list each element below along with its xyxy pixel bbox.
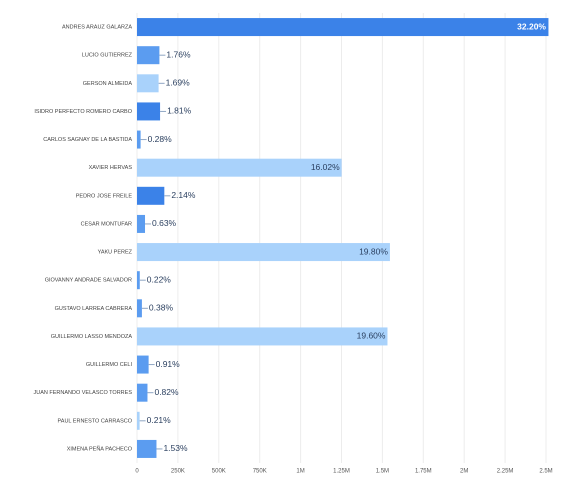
value-label: 0.22% [147, 274, 172, 284]
bar [137, 186, 165, 205]
category-label: XIMENA PEÑA PACHECO [67, 445, 133, 452]
value-label: 0.28% [148, 134, 173, 144]
bar [137, 74, 159, 93]
value-label: 1.76% [166, 49, 191, 59]
category-label: GUILLERMO LASSO MENDOZA [51, 334, 133, 340]
bar [137, 439, 157, 458]
x-tick-label: 1.5M [376, 469, 389, 475]
value-label: 2.14% [171, 190, 196, 200]
value-label: 19.80% [359, 246, 388, 256]
x-tick-label: 0 [135, 469, 139, 475]
value-label: 32.20% [517, 21, 546, 31]
x-tick-label: 2M [460, 469, 468, 475]
value-label: 1.69% [166, 78, 191, 88]
value-label: 0.82% [154, 387, 179, 397]
bar [137, 355, 149, 374]
value-label: 0.38% [149, 303, 174, 313]
x-tick-label: 2.25M [497, 469, 514, 475]
category-label: XAVIER HERVAS [89, 165, 133, 171]
bar [137, 102, 161, 121]
category-label: GIOVANNY ANDRADE SALVADOR [45, 278, 132, 284]
bar [137, 214, 146, 233]
value-label: 19.60% [357, 331, 386, 341]
value-label: 1.81% [167, 106, 192, 116]
value-label: 0.63% [152, 218, 177, 228]
x-tick-label: 500K [212, 469, 226, 475]
category-label: LUCIO GUTIERREZ [82, 53, 133, 59]
category-label: ISIDRO PERFECTO ROMERO CARBO [34, 109, 132, 115]
bar [137, 383, 148, 402]
bar [137, 130, 141, 149]
category-label: GUILLERMO CELI [86, 362, 133, 368]
category-label: ANDRES ARAUZ GALARZA [62, 25, 132, 31]
value-label: 0.91% [156, 359, 181, 369]
bar [137, 411, 140, 430]
x-tick-label: 1M [296, 469, 304, 475]
category-label: GERSON ALMEIDA [83, 81, 133, 87]
category-label: PAUL ERNESTO CARRASCO [58, 418, 133, 424]
bar [137, 271, 140, 290]
x-tick-label: 1.25M [333, 469, 350, 475]
bar [137, 243, 390, 262]
category-label: CESAR MONTUFAR [81, 221, 132, 227]
x-tick-label: 250K [171, 469, 185, 475]
category-label: JUAN FERNANDO VELASCO TORRES [33, 390, 132, 396]
category-label: PEDRO JOSE FREILE [76, 193, 133, 199]
x-tick-label: 750K [253, 469, 267, 475]
category-label: GUSTAVO LARREA CABRERA [55, 306, 133, 312]
x-tick-label: 1.75M [415, 469, 432, 475]
bar [137, 46, 160, 65]
bar [137, 299, 142, 318]
x-tick-label: 2.5M [539, 469, 552, 475]
bar [137, 18, 549, 37]
value-label: 16.02% [311, 162, 340, 172]
value-label: 0.21% [147, 415, 172, 425]
category-label: YAKU PEREZ [98, 250, 133, 256]
bar [137, 327, 388, 346]
category-label: CARLOS SAGNAY DE LA BASTIDA [43, 137, 132, 143]
bar [137, 158, 342, 177]
value-label: 1.53% [163, 443, 188, 453]
